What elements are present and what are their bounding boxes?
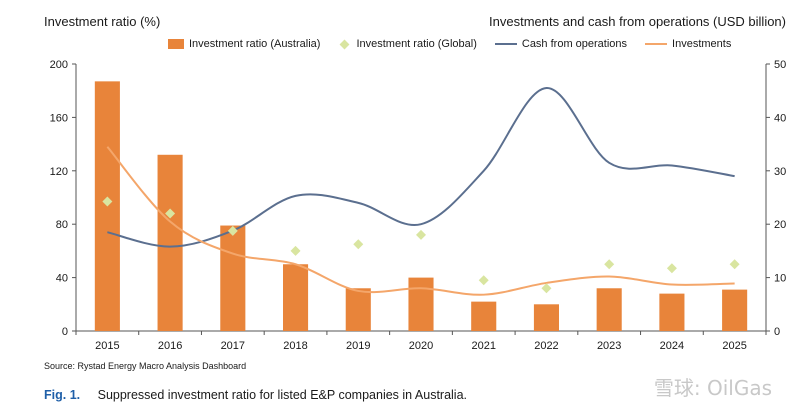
left-tick-label: 200 <box>50 59 68 71</box>
x-tick-label: 2018 <box>283 340 307 352</box>
x-tick-label: 2016 <box>158 340 182 352</box>
points-global <box>102 196 740 294</box>
bar-2025 <box>722 289 748 331</box>
x-tick-label: 2022 <box>534 340 558 352</box>
point-global-2023 <box>604 259 615 270</box>
bar-2017 <box>220 225 246 331</box>
bar-2018 <box>283 264 309 331</box>
left-tick-label: 160 <box>50 112 68 124</box>
right-tick-label: 50 <box>774 59 786 71</box>
point-global-2022 <box>541 283 552 294</box>
x-tick-label: 2020 <box>409 340 433 352</box>
right-tick-label: 40 <box>774 112 786 124</box>
point-global-2019 <box>353 239 364 250</box>
bar-2022 <box>533 304 559 331</box>
left-tick-label: 80 <box>56 219 68 231</box>
source-note: Source: Rystad Energy Macro Analysis Das… <box>44 361 247 371</box>
legend-item-global: Investment ratio (Global) <box>338 38 477 50</box>
series-lines <box>106 87 735 296</box>
bar-2024 <box>659 293 685 331</box>
legend-line-swatch <box>645 43 668 45</box>
figure-caption: Fig. 1. Suppressed investment ratio for … <box>44 388 467 402</box>
x-tick-label: 2023 <box>597 340 621 352</box>
legend-line-swatch <box>494 43 517 45</box>
left-tick-label: 120 <box>50 166 68 178</box>
point-global-2025 <box>729 259 740 270</box>
line-cash-from-operations <box>107 87 735 248</box>
right-tick-label: 10 <box>774 273 786 285</box>
bars-australia <box>94 81 748 331</box>
bar-2023 <box>596 288 622 331</box>
point-global-2016 <box>165 208 176 219</box>
bar-2020 <box>408 277 434 331</box>
legend-item-australia: Investment ratio (Australia) <box>168 38 320 50</box>
tick-labels: 0 40 80 120 160 200 0 10 20 30 40 50 2015 2016 2017 201… <box>50 59 787 352</box>
bar-2019 <box>345 288 371 331</box>
legend-item-investments: Investments <box>645 38 731 50</box>
legend-diamond-swatch <box>339 39 350 49</box>
right-tick-label: 30 <box>774 166 786 178</box>
point-global-2021 <box>478 275 489 286</box>
legend: Investment ratio (Australia) Investment … <box>168 38 749 50</box>
point-global-2020 <box>416 229 426 240</box>
line-investments <box>106 146 735 296</box>
right-tick-label: 0 <box>774 326 780 338</box>
right-axis-title: Investments and cash from operations (US… <box>489 14 786 29</box>
x-tick-label: 2015 <box>95 340 119 352</box>
left-tick-label: 0 <box>62 326 68 338</box>
point-global-2017 <box>227 225 238 236</box>
point-global-2024 <box>666 263 677 274</box>
x-tick-label: 2025 <box>722 340 746 352</box>
right-tick-label: 20 <box>774 219 786 231</box>
caption-label: Fig. 1. <box>44 388 81 402</box>
x-tick-label: 2024 <box>660 340 684 352</box>
legend-label: Investment ratio (Global) <box>356 38 477 50</box>
watermark: 雪球: OilGas <box>653 376 772 400</box>
point-global-2015 <box>102 196 113 207</box>
caption-text: Suppressed investment ratio for listed E… <box>97 388 468 402</box>
x-tick-label: 2021 <box>471 340 495 352</box>
bar-2021 <box>471 301 497 331</box>
x-tick-label: 2019 <box>346 340 370 352</box>
legend-label: Investment ratio (Australia) <box>189 38 321 50</box>
legend-item-cash: Cash from operations <box>494 38 628 50</box>
x-tick-label: 2017 <box>221 340 245 352</box>
bar-2016 <box>157 154 183 331</box>
legend-label: Cash from operations <box>521 38 628 50</box>
left-tick-label: 40 <box>56 273 68 285</box>
legend-bar-swatch <box>168 39 184 49</box>
legend-label: Investments <box>672 38 732 50</box>
point-global-2018 <box>290 245 301 256</box>
left-axis-title: Investment ratio (%) <box>44 14 161 29</box>
